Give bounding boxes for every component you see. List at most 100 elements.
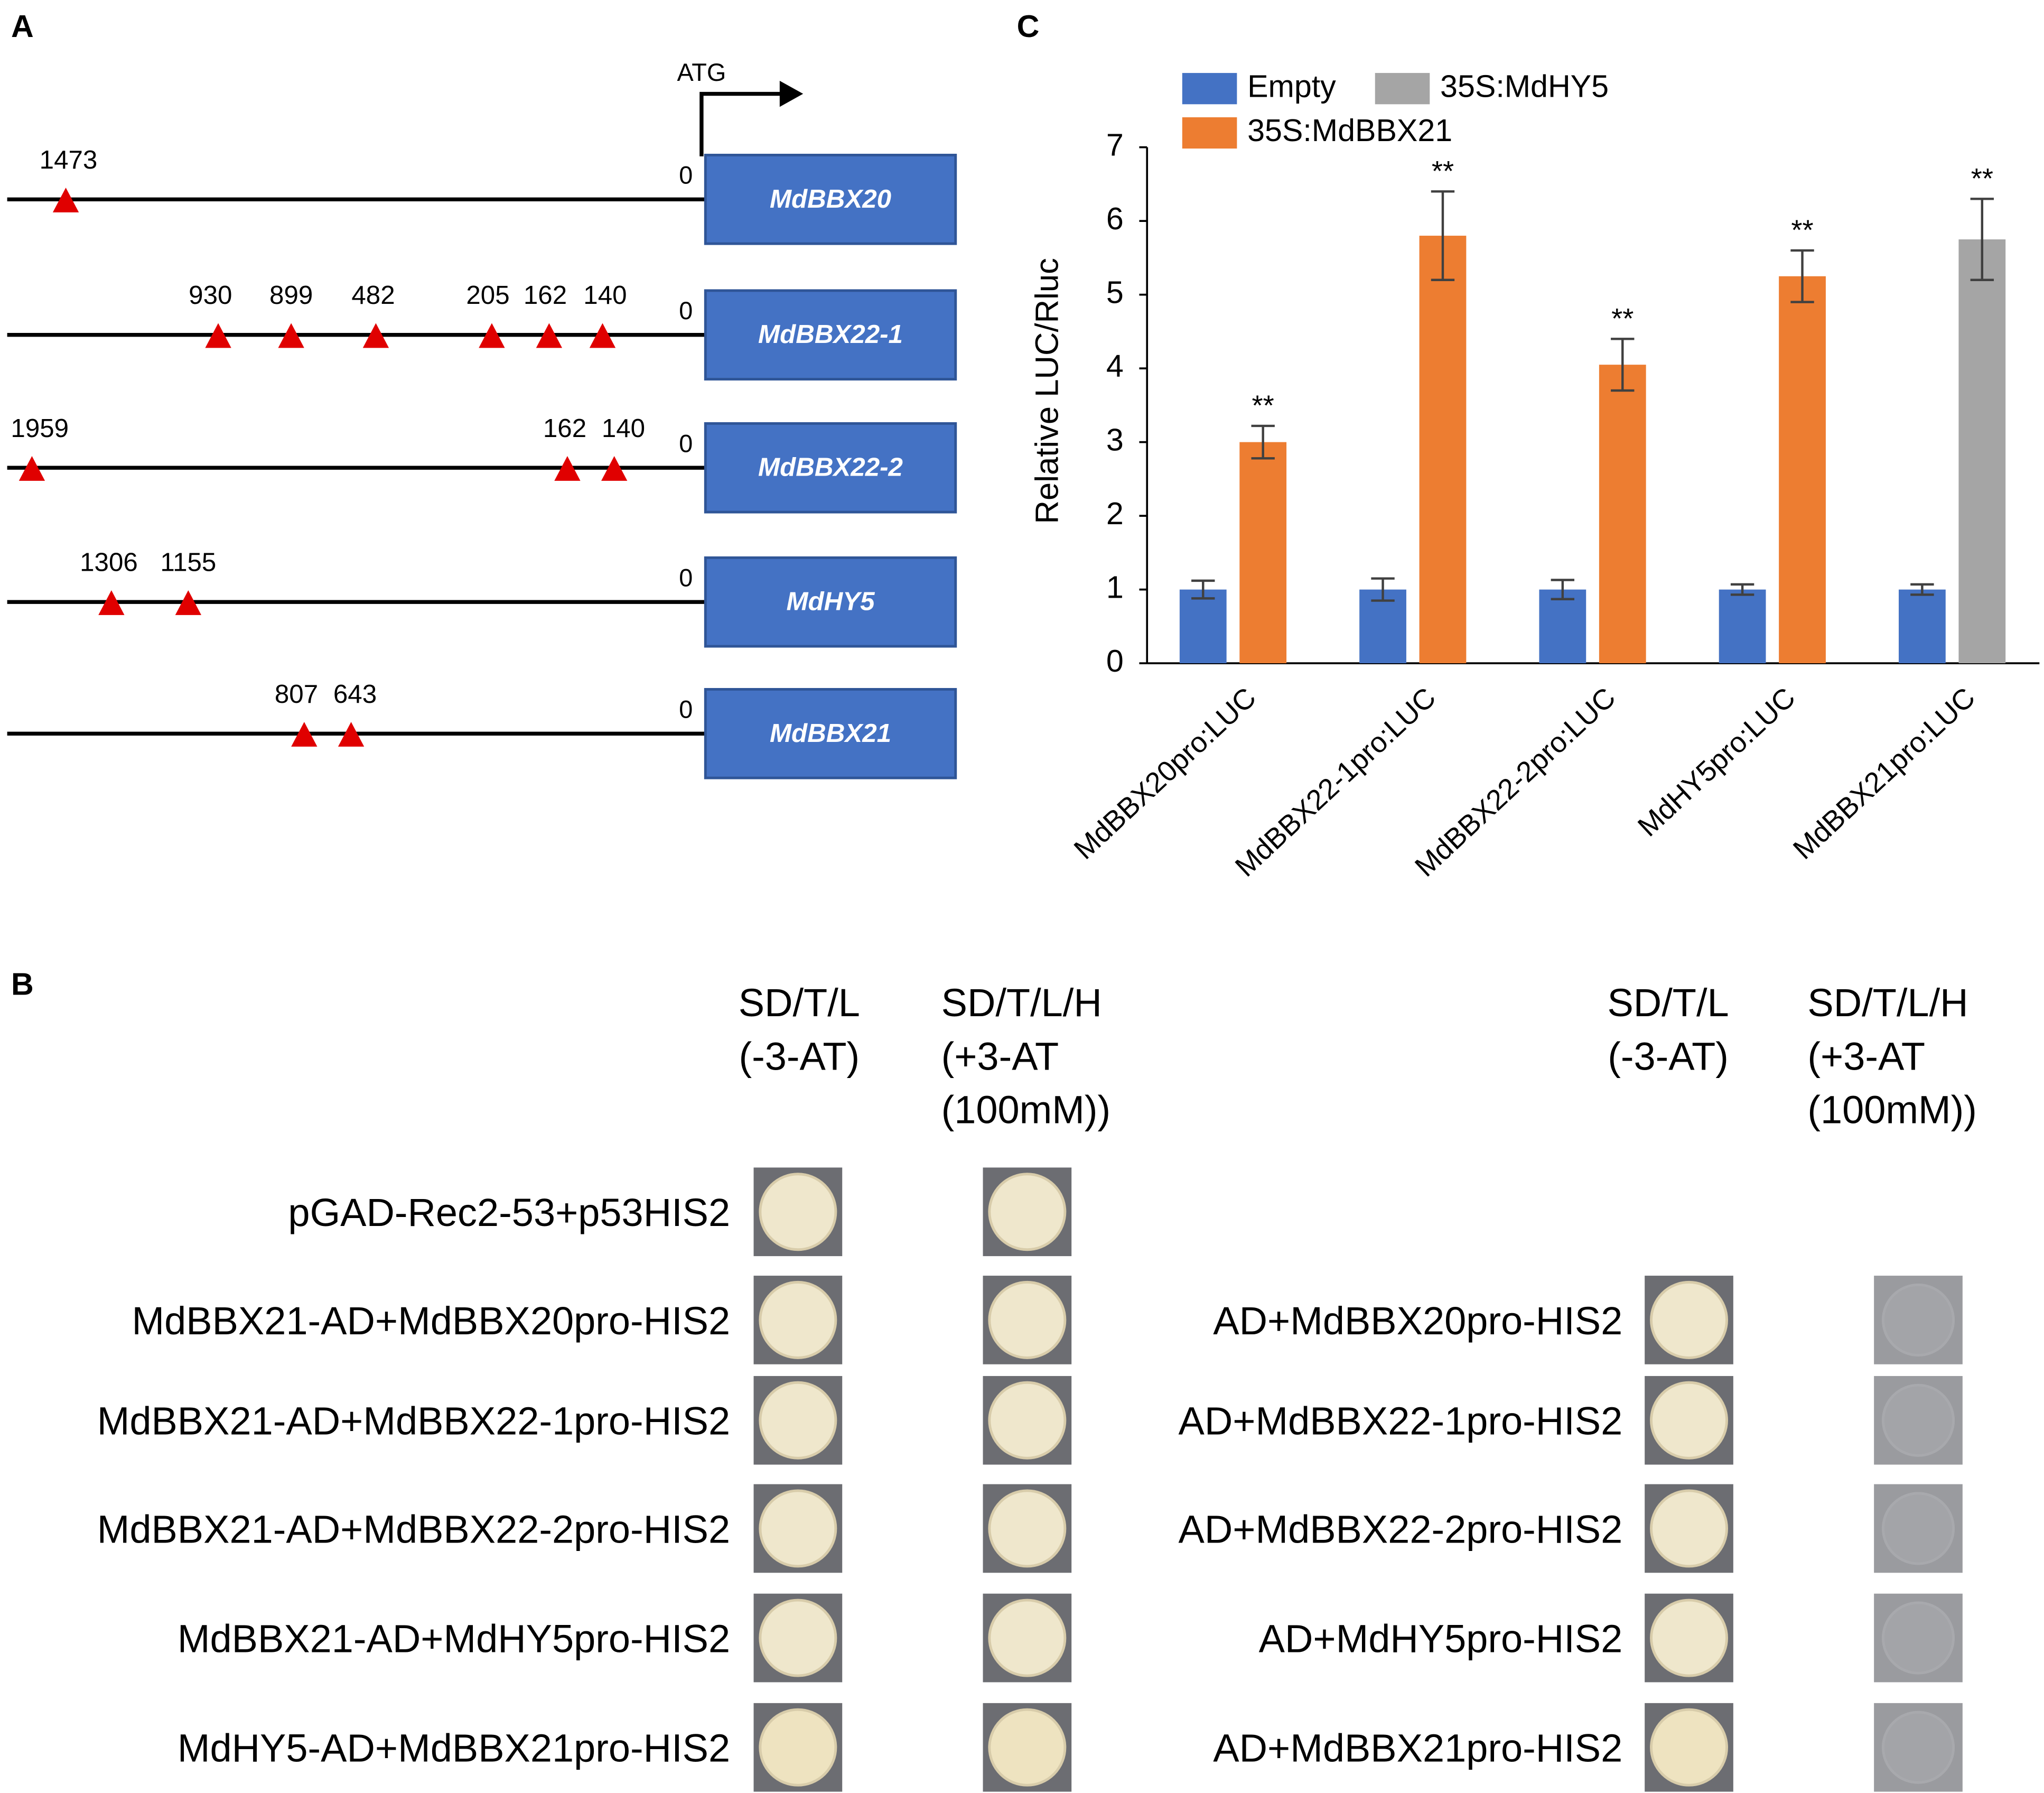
colony — [1881, 1283, 1955, 1357]
site-label: 643 — [333, 680, 377, 709]
site-marker — [554, 456, 581, 481]
column-header: (100mM)) — [1807, 1088, 1977, 1131]
row-label: AD+MdBBX20pro-HIS2 — [1213, 1299, 1622, 1343]
gene-box — [704, 289, 957, 381]
colony — [1881, 1711, 1955, 1784]
x-tick-label: MdBBX20pro:LUC — [1068, 682, 1262, 866]
y-tick-label: 2 — [1106, 496, 1124, 531]
colony — [759, 1708, 837, 1787]
column-header: (+3-AT — [1807, 1034, 1925, 1078]
site-marker — [278, 323, 304, 348]
y-tick-label: 1 — [1106, 569, 1124, 605]
gene-name: MdBBX21 — [770, 719, 891, 748]
panel-label: C — [1017, 8, 1040, 44]
significance: ** — [1252, 390, 1274, 422]
site-label: 482 — [351, 281, 395, 310]
column-header: (+3-AT — [941, 1034, 1059, 1078]
site-label: 930 — [189, 281, 232, 310]
gene-name: MdBBX22-1 — [758, 320, 903, 349]
colony — [1650, 1381, 1728, 1460]
legend-swatch — [1182, 73, 1237, 105]
row-label: pGAD-Rec2-53+p53HIS2 — [288, 1191, 730, 1234]
y-tick-label: 7 — [1106, 127, 1124, 162]
error-bar — [1970, 198, 1994, 281]
bar — [1599, 365, 1646, 664]
column-header: (-3-AT) — [1608, 1034, 1729, 1078]
error-bar — [1790, 249, 1814, 303]
row-label: MdBBX21-AD+MdBBX20pro-HIS2 — [132, 1299, 730, 1343]
site-label: 1306 — [80, 548, 138, 577]
error-bar — [1611, 338, 1635, 392]
bar — [1899, 589, 1946, 664]
error-bar — [1551, 579, 1575, 600]
column-header: SD/T/L/H — [1807, 981, 1968, 1025]
gene-name: MdHY5 — [786, 587, 875, 616]
legend-swatch — [1182, 117, 1237, 149]
y-tick-label: 6 — [1106, 201, 1124, 236]
legend-label: 35S:MdHY5 — [1440, 68, 1609, 104]
error-bar — [1371, 577, 1395, 602]
site-label: 1959 — [11, 414, 69, 443]
bar — [1359, 589, 1406, 664]
colony — [1650, 1599, 1728, 1677]
bar — [1179, 589, 1227, 664]
row-label: AD+MdHY5pro-HIS2 — [1259, 1617, 1623, 1661]
site-label: 205 — [466, 281, 509, 310]
colony — [759, 1599, 837, 1677]
origin-label: 0 — [679, 162, 693, 189]
y-tick-label: 5 — [1106, 274, 1124, 310]
colony — [988, 1280, 1067, 1359]
row-label: AD+MdBBX22-2pro-HIS2 — [1179, 1507, 1623, 1551]
site-marker — [291, 722, 318, 747]
colony — [1881, 1383, 1955, 1457]
origin-label: 0 — [679, 297, 693, 324]
x-tick-label: MdBBX22-1pro:LUC — [1229, 682, 1442, 883]
site-marker — [362, 323, 389, 348]
bar — [1539, 589, 1586, 664]
arrow-head — [779, 80, 804, 107]
colony — [1650, 1708, 1728, 1787]
column-header: (-3-AT) — [739, 1034, 860, 1078]
error-bar — [1730, 583, 1754, 596]
gene-box — [704, 422, 957, 514]
gene-box — [704, 153, 957, 245]
site-marker — [479, 323, 505, 348]
atg-label: ATG — [677, 59, 726, 86]
site-label: 162 — [524, 281, 567, 310]
site-marker — [18, 456, 45, 481]
column-header: SD/T/L — [1607, 981, 1729, 1025]
colony — [1650, 1489, 1728, 1568]
site-marker — [175, 590, 202, 615]
colony — [988, 1708, 1067, 1787]
origin-label: 0 — [679, 564, 693, 592]
error-bar — [1251, 424, 1275, 460]
error-bar — [1431, 190, 1455, 281]
legend-swatch — [1375, 73, 1430, 105]
row-label: MdHY5-AD+MdBBX21pro-HIS2 — [178, 1726, 730, 1770]
site-marker — [338, 722, 365, 747]
row-label: MdBBX21-AD+MdBBX22-2pro-HIS2 — [97, 1507, 730, 1551]
x-tick-label: MdBBX22-2pro:LUC — [1409, 682, 1621, 883]
site-label: 140 — [583, 281, 627, 310]
row-label: AD+MdBBX21pro-HIS2 — [1213, 1726, 1622, 1770]
site-label: 899 — [269, 281, 313, 310]
origin-label: 0 — [679, 696, 693, 723]
y-axis-title: Relative LUC/Rluc — [1029, 258, 1066, 524]
gene-box — [704, 556, 957, 648]
bar — [1419, 236, 1467, 664]
site-marker — [52, 188, 79, 212]
panel-label: A — [11, 8, 34, 44]
colony — [988, 1173, 1067, 1251]
row-label: MdBBX21-AD+MdBBX22-1pro-HIS2 — [97, 1399, 730, 1443]
column-header: SD/T/L — [739, 981, 860, 1025]
bar — [1719, 589, 1766, 664]
gene-name: MdBBX20 — [770, 184, 891, 213]
colony — [759, 1381, 837, 1460]
colony — [759, 1489, 837, 1568]
tss-arrow — [699, 91, 782, 156]
site-marker — [589, 323, 616, 348]
origin-label: 0 — [679, 430, 693, 458]
error-bar — [1910, 583, 1934, 596]
significance: ** — [1432, 155, 1454, 187]
legend-label: Empty — [1247, 68, 1336, 104]
